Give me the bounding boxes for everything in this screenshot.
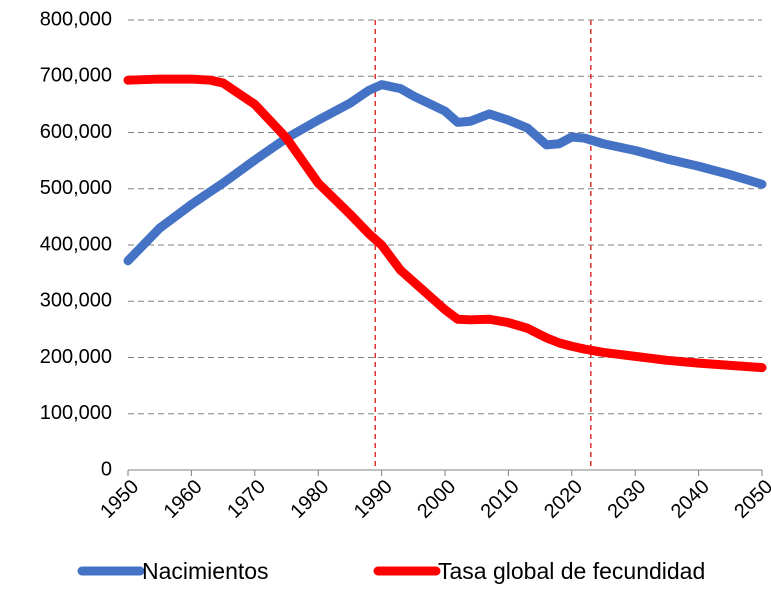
y-tick-label: 600,000 — [40, 121, 112, 143]
y-tick-label: 800,000 — [40, 8, 112, 30]
x-tick-label: 1960 — [160, 476, 207, 523]
x-tick-label: 1990 — [350, 476, 397, 523]
y-tick-label: 0 — [101, 458, 112, 480]
x-tick-label: 2040 — [667, 476, 714, 523]
x-tick-label: 2030 — [603, 476, 650, 523]
data-line — [123, 80, 767, 266]
legend-label: Tasa global de fecundidad — [438, 558, 705, 584]
y-tick-label: 500,000 — [40, 177, 112, 199]
y-tick-label: 700,000 — [40, 65, 112, 87]
x-tick-label: 2050 — [730, 476, 771, 523]
x-tick-label: 1980 — [286, 476, 333, 523]
x-tick-label: 1970 — [223, 476, 270, 523]
legend-label: Nacimientos — [142, 558, 269, 584]
x-tick-label: 2010 — [477, 476, 524, 523]
x-tick-label: 2020 — [540, 476, 587, 523]
y-tick-label: 200,000 — [40, 346, 112, 368]
y-tick-label: 300,000 — [40, 290, 112, 312]
x-tick-label: 1950 — [96, 476, 143, 523]
y-tick-label: 400,000 — [40, 233, 112, 255]
data-line — [123, 74, 767, 373]
y-tick-label: 100,000 — [40, 402, 112, 424]
x-tick-label: 2000 — [413, 476, 460, 523]
